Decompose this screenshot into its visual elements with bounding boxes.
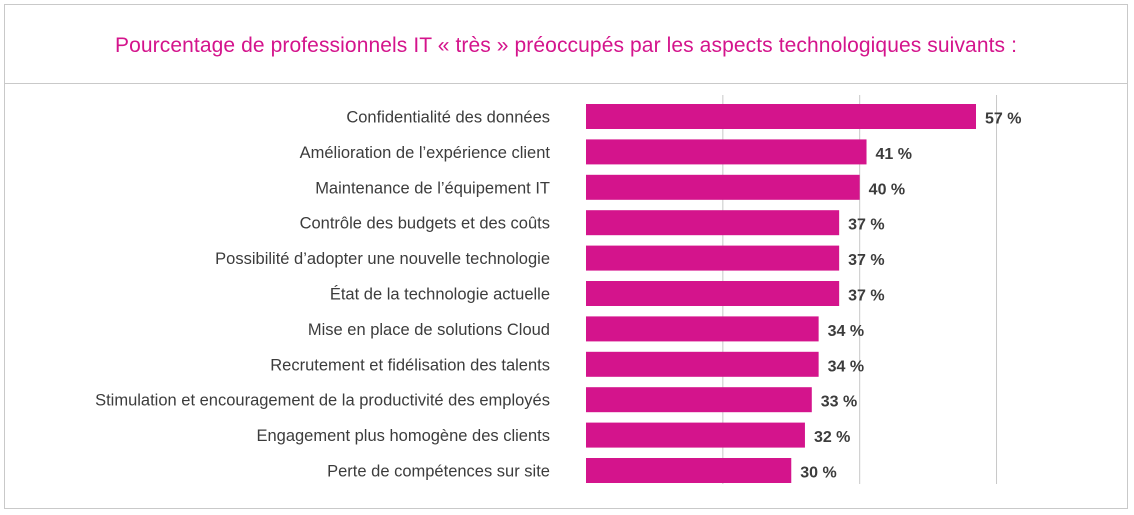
value-label-10: 32 %: [814, 429, 850, 446]
value-label-3: 40 %: [869, 181, 905, 198]
category-label-1: Confidentialité des données: [346, 109, 550, 127]
value-label-8: 34 %: [828, 358, 864, 375]
category-label-9: Stimulation et encouragement de la produ…: [95, 392, 550, 410]
bar-1: [586, 104, 976, 129]
chart-header: Pourcentage de professionnels IT « très …: [5, 5, 1127, 84]
value-label-9: 33 %: [821, 394, 857, 411]
value-label-11: 30 %: [800, 465, 836, 482]
category-label-4: Contrôle des budgets et des coûts: [300, 215, 550, 233]
category-label-5: Possibilité d’adopter une nouvelle techn…: [215, 250, 550, 268]
value-label-7: 34 %: [828, 323, 864, 340]
bar-4: [586, 210, 840, 236]
value-label-4: 37 %: [848, 217, 884, 234]
category-label-6: État de la technologie actuelle: [330, 285, 550, 304]
bar-8: [586, 351, 819, 377]
bar-5: [586, 245, 840, 271]
category-label-11: Perte de compétences sur site: [327, 463, 550, 481]
value-label-1: 57 %: [985, 111, 1021, 128]
category-label-10: Engagement plus homogène des clients: [256, 427, 550, 445]
category-label-8: Recrutement et fidélisation des talents: [270, 356, 550, 374]
bar-6: [586, 281, 840, 306]
bar-3: [586, 174, 860, 200]
chart-frame: Pourcentage de professionnels IT « très …: [4, 4, 1128, 509]
value-label-6: 37 %: [848, 288, 884, 305]
bar-7: [586, 316, 819, 342]
chart-title: Pourcentage de professionnels IT « très …: [114, 34, 1018, 57]
category-label-3: Maintenance de l’équipement IT: [315, 179, 550, 197]
bar-2: [586, 139, 867, 165]
value-label-2: 41 %: [876, 146, 912, 163]
category-label-2: Amélioration de l’expérience client: [300, 144, 551, 162]
category-label-7: Mise en place de solutions Cloud: [308, 321, 550, 339]
bar-11: [586, 458, 792, 483]
value-label-5: 37 %: [848, 252, 884, 269]
bar-9: [586, 387, 812, 413]
bar-10: [586, 422, 805, 448]
